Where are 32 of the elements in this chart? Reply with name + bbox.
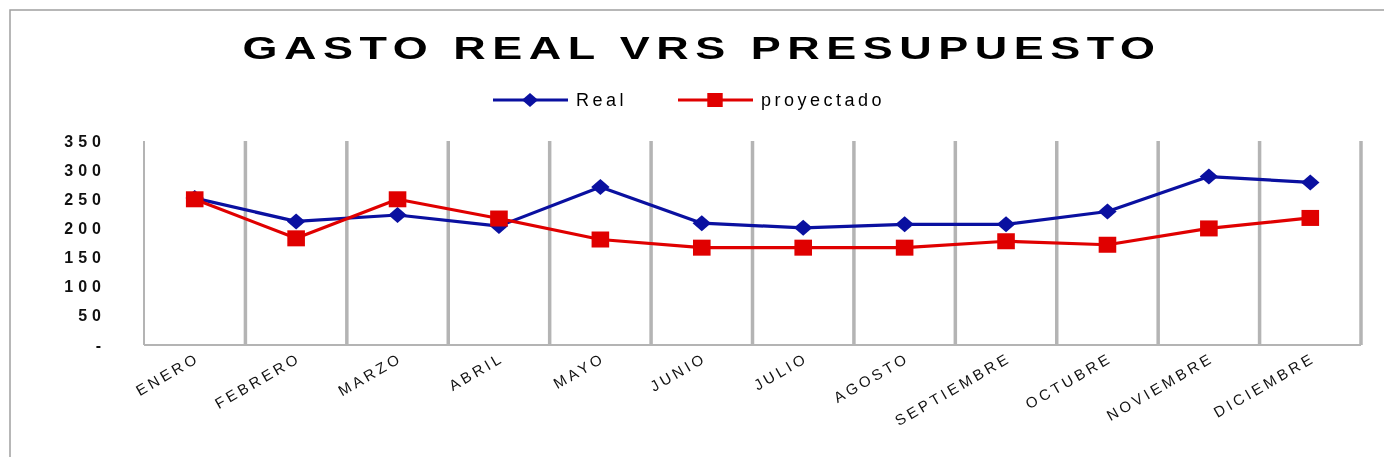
point <box>591 179 610 196</box>
point <box>794 239 813 256</box>
point <box>1199 168 1219 185</box>
point <box>287 230 305 247</box>
point <box>1098 203 1117 220</box>
y-tick-label: 150 <box>64 249 106 267</box>
y-tick-label: 50 <box>78 307 106 325</box>
y-tick-label: 350 <box>64 132 106 150</box>
point <box>997 233 1015 250</box>
legend-label: Real <box>576 90 628 111</box>
point <box>1301 174 1320 191</box>
point <box>1200 220 1218 237</box>
chart-title: GASTO REAL VRS PRESUPUESTO <box>242 30 1162 66</box>
y-tick-label: 250 <box>64 190 106 208</box>
point <box>895 216 914 233</box>
point <box>996 216 1016 233</box>
point <box>895 239 914 256</box>
legend-label: proyectado <box>761 90 886 111</box>
y-tick-label: 200 <box>64 220 106 238</box>
point <box>591 231 610 248</box>
y-tick-label: 100 <box>64 278 106 296</box>
y-tick-label: 300 <box>64 161 106 179</box>
point <box>286 213 306 230</box>
point <box>692 239 711 256</box>
point <box>388 207 407 224</box>
point <box>388 191 407 208</box>
point <box>490 210 508 227</box>
point <box>1301 209 1320 226</box>
y-tick-label: - <box>95 336 106 354</box>
point <box>1098 236 1117 253</box>
point <box>794 219 813 236</box>
point <box>692 215 711 232</box>
